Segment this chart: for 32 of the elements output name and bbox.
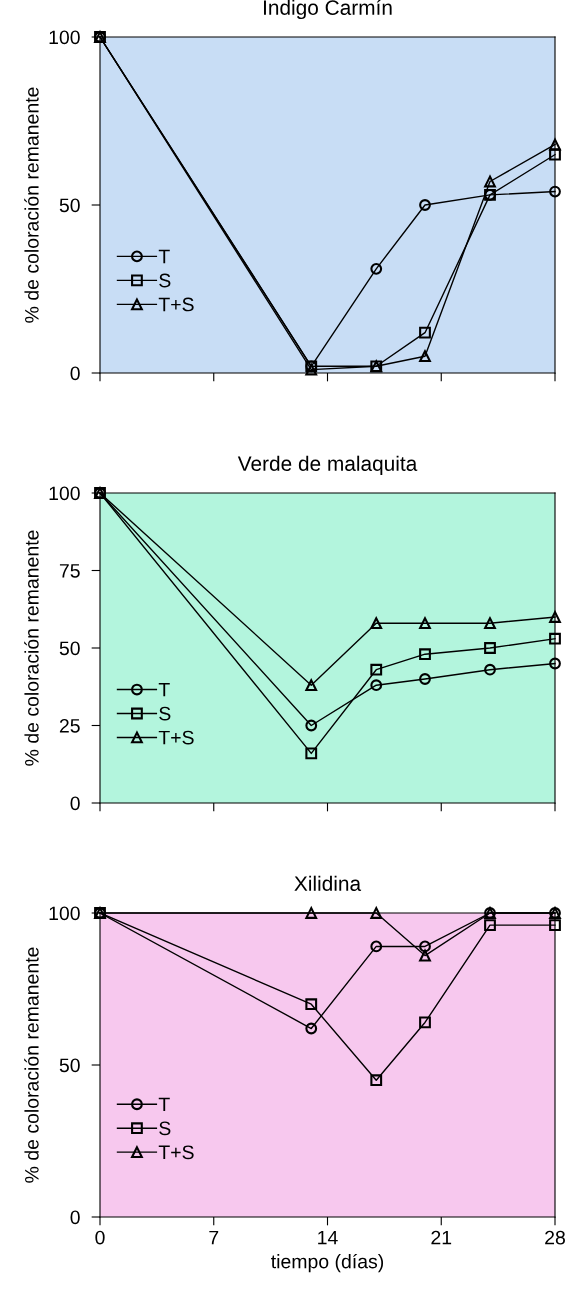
chart-title: Xilidina	[294, 875, 362, 891]
y-tick-label: 50	[59, 641, 80, 656]
chart-title: Indigo Carmín	[264, 0, 392, 20]
y-axis-title: % de coloración remanente	[24, 530, 39, 766]
x-tick-label: 7	[209, 1230, 219, 1245]
y-tick-label: 0	[70, 1210, 80, 1225]
legend-label: S	[159, 1121, 171, 1136]
chart-title: Verde de malaquita	[237, 455, 418, 476]
legend-label: S	[159, 706, 171, 721]
y-tick-label: 50	[59, 1058, 80, 1073]
y-axis-title: % de coloración remanente	[24, 87, 39, 323]
y-axis-title: % de coloración remanente	[24, 947, 39, 1183]
legend-label: T	[158, 1097, 170, 1112]
x-tick-label: 21	[431, 1230, 452, 1245]
legend-label: S	[159, 273, 171, 288]
x-tick-label: 14	[318, 1230, 338, 1245]
y-tick-label: 100	[49, 30, 80, 45]
y-tick-label: 75	[59, 564, 80, 578]
legend-label: T	[158, 249, 170, 264]
y-tick-label: 0	[70, 366, 80, 381]
y-tick-label: 25	[59, 718, 80, 733]
legend-label: T+S	[158, 730, 194, 745]
legend-label: T	[158, 682, 170, 697]
x-axis-title: tiempo (días)	[271, 1253, 384, 1273]
y-tick-label: 50	[59, 198, 80, 213]
y-tick-label: 100	[49, 906, 80, 921]
legend-label: T+S	[158, 1145, 194, 1160]
y-tick-label: 100	[49, 486, 80, 501]
x-tick-label: 0	[95, 1230, 105, 1245]
legend-label: T+S	[158, 297, 194, 312]
x-tick-label: 28	[545, 1230, 565, 1245]
y-tick-label: 0	[70, 796, 80, 811]
